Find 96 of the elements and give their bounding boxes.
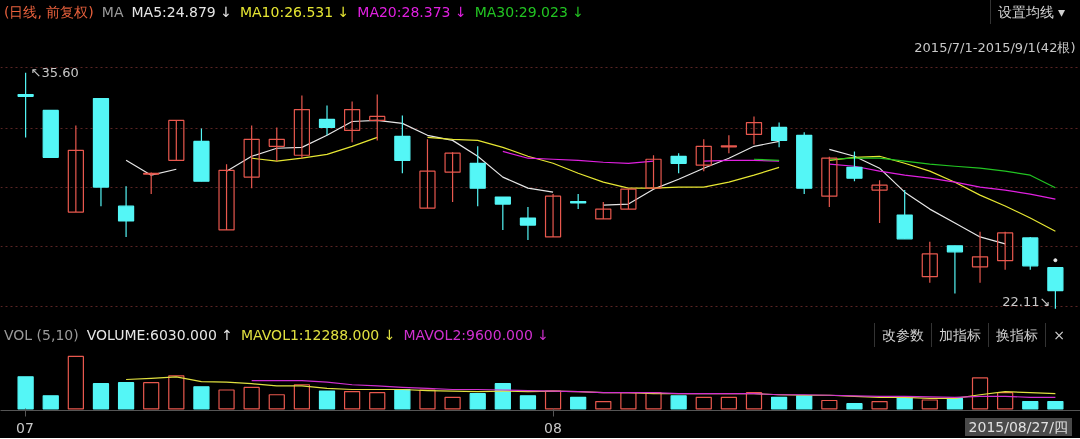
bar	[1022, 400, 1039, 410]
candlestick	[494, 196, 511, 231]
text: 换指标	[988, 323, 1046, 347]
bar	[218, 389, 235, 410]
candlestick	[218, 163, 235, 231]
x-tick-label: 08	[544, 419, 562, 437]
candlestick	[444, 151, 461, 203]
bar	[997, 392, 1014, 410]
chart-title: VOL (5,10)	[4, 326, 79, 345]
candlestick	[620, 188, 637, 210]
bar	[670, 395, 687, 410]
candlestick	[369, 93, 386, 141]
bar	[595, 400, 612, 410]
text: MA10:26.531 ↓	[239, 3, 350, 22]
bar	[168, 375, 185, 410]
bar	[871, 400, 888, 410]
candlestick	[846, 150, 863, 182]
text: 加指标	[931, 323, 989, 347]
bar	[720, 396, 738, 410]
bar	[92, 383, 110, 410]
bar	[117, 382, 135, 410]
candlestick	[343, 100, 361, 143]
candlestick	[519, 206, 537, 241]
bar	[570, 396, 587, 410]
candlestick	[168, 119, 185, 161]
candlestick	[670, 152, 687, 174]
bar	[620, 392, 637, 410]
bar	[971, 377, 989, 410]
bar	[419, 389, 436, 410]
candlestick	[243, 124, 260, 189]
text: MA30:29.023 ↓	[474, 3, 585, 22]
series-label: VOLUME:6030.000 ↑	[86, 326, 234, 345]
bar	[1047, 400, 1064, 410]
text: MAVOL1:12288.000 ↓	[241, 326, 396, 345]
candlestick	[544, 193, 562, 238]
bar	[745, 392, 763, 410]
chart-title: (日线, 前复权)	[4, 3, 94, 22]
candlestick	[896, 189, 913, 240]
bar	[645, 392, 662, 410]
text: 2015/08/27/四	[964, 418, 1072, 436]
bar	[268, 394, 285, 410]
candlestick	[318, 104, 336, 136]
candlestick	[17, 72, 34, 138]
candlestick	[268, 126, 285, 162]
bar	[394, 388, 411, 410]
text: 改参数	[874, 323, 932, 347]
text: 设置均线 ▾	[989, 0, 1072, 24]
annotation: 22.11↘	[1002, 293, 1051, 309]
bar	[17, 376, 34, 410]
candlestick	[946, 245, 964, 295]
bar	[67, 355, 84, 410]
bar	[293, 384, 311, 410]
candlestick	[871, 179, 888, 224]
bar	[193, 386, 210, 410]
bar	[42, 395, 59, 410]
candlestick	[117, 185, 135, 238]
text: MAVOL2:9600.000 ↓	[403, 326, 549, 345]
bar	[369, 392, 386, 410]
text: ×	[1045, 323, 1072, 347]
bar	[444, 396, 461, 410]
candlestick	[419, 138, 436, 209]
bar	[946, 397, 964, 410]
candlestick	[695, 138, 712, 172]
candlestick	[645, 154, 662, 189]
candlestick	[745, 115, 763, 145]
candlestick	[720, 134, 738, 154]
text: MA20:28.373 ↓	[357, 3, 467, 22]
bar	[821, 399, 838, 410]
bar	[469, 393, 486, 410]
bar	[318, 390, 336, 410]
bar	[519, 395, 537, 410]
bar	[846, 403, 863, 410]
candlestick	[293, 95, 311, 159]
annotation: ↖35.60	[30, 65, 79, 81]
candlestick	[143, 171, 160, 195]
candlestick	[1047, 267, 1064, 310]
candlestick	[67, 124, 84, 213]
bar	[243, 386, 260, 410]
text: 2015/7/1-2015/9/1(42根)	[914, 40, 1076, 55]
text: MA5:24.879 ↓	[131, 3, 232, 22]
bar	[896, 396, 913, 410]
bar	[770, 396, 788, 410]
bar	[544, 390, 562, 410]
candlestick	[821, 156, 838, 208]
candlestick	[997, 231, 1014, 271]
candlestick	[921, 241, 938, 284]
candlestick	[770, 121, 788, 148]
bar	[921, 399, 938, 410]
bar	[796, 395, 813, 410]
legend-title: MA	[101, 3, 124, 22]
x-tick-label: 07	[16, 419, 34, 437]
bar	[343, 390, 361, 410]
candlestick	[394, 114, 411, 174]
bar	[695, 396, 712, 410]
bar	[143, 382, 160, 410]
candlestick	[971, 231, 989, 284]
